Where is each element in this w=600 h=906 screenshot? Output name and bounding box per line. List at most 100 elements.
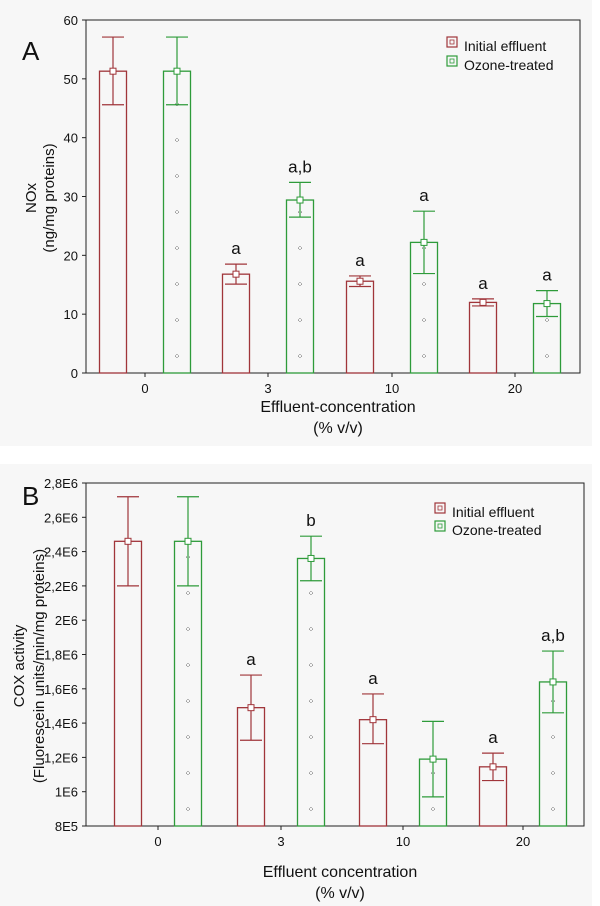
panel-b-bar-hatch: ⁘ [185, 625, 192, 634]
panel-b-mean-marker-ozone [307, 554, 315, 562]
panel-a-ytick-label: 20 [64, 248, 78, 263]
panel-b-bar-hatch: ⁘ [185, 769, 192, 778]
panel-b-mean-marker-ozone [429, 755, 437, 763]
panel-b-ytick-label: 2E6 [55, 613, 78, 628]
panel-a-label: A [22, 36, 40, 66]
panel-a-background [0, 0, 592, 446]
panel-a-legend-swatch-initial-dot [449, 39, 455, 45]
panel-b-bar-ozone [296, 557, 326, 827]
panel-a-mean-marker-ozone [543, 300, 551, 308]
panel-b-ytick-label: 1,2E6 [44, 750, 78, 765]
panel-b-ytick-label: 8E5 [55, 819, 78, 834]
panel-b-xlabel-line1: Effluent concentration [263, 864, 417, 881]
panel-a-xtick-label: 0 [141, 381, 148, 396]
panel-a-bar-hatch: ⁘ [174, 280, 181, 289]
panel-b-bar-hatch: ⁘ [185, 733, 192, 742]
panel-b-xtick-label: 20 [516, 834, 530, 849]
panel-b-ylabel-line1: COX activity [11, 624, 28, 707]
panel-b-bar-hatch: ⁘ [308, 805, 315, 814]
panel-a-bar-hatch: ⁘ [544, 352, 551, 361]
panel-b-xlabel-line2: (% v/v) [315, 885, 365, 902]
panel-a-mean-marker-ozone [296, 196, 304, 204]
panel-b-bar-hatch: ⁘ [430, 805, 437, 814]
panel-a-bar-hatch: ⁘ [421, 316, 428, 325]
panel-a-ytick-label: 0 [71, 366, 78, 381]
panel-b-bar-hatch: ⁘ [185, 805, 192, 814]
panel-b-xtick-label: 10 [396, 834, 410, 849]
panel-b-bar-hatch: ⁘ [308, 769, 315, 778]
panel-a-significance-label: a [231, 239, 241, 258]
panel-b-bar-hatch: ⁘ [185, 661, 192, 670]
panel-a-legend-ozone: Ozone-treated [464, 57, 554, 73]
panel-a-ylabel-line1: NOx [23, 183, 40, 214]
panel-b-significance-label: b [306, 511, 315, 530]
panel-a-ytick-label: 30 [64, 190, 78, 205]
panel-a-mean-marker-ozone [420, 238, 428, 246]
panel-a-xtick-label: 20 [508, 381, 522, 396]
panel-a-bar-hatch: ⁘ [297, 244, 304, 253]
panel-a-bar-hatch: ⁘ [174, 316, 181, 325]
panel-b-bar-hatch: ⁘ [550, 733, 557, 742]
panel-a-bar-hatch: ⁘ [421, 280, 428, 289]
panel-b-xtick-label: 3 [277, 834, 284, 849]
panel-a-legend-swatch-ozone [446, 55, 458, 67]
panel-b-bar-hatch: ⁘ [550, 805, 557, 814]
panel-b-ytick-label: 1E6 [55, 785, 78, 800]
panel-b-ytick-label: 2,6E6 [44, 510, 78, 525]
panel-b-bar-hatch: ⁘ [185, 697, 192, 706]
panel-b-significance-label: a [368, 669, 378, 688]
panel-a-bar-hatch: ⁘ [421, 352, 428, 361]
panel-a-ylabel-line2: (ng/mg proteins) [41, 143, 58, 252]
panel-a-legend-swatch-initial [446, 36, 458, 48]
panel-a-bar-hatch: ⁘ [297, 352, 304, 361]
panel-a-bar-hatch: ⁘ [174, 172, 181, 181]
panel-a-bar-initial [98, 70, 128, 374]
panel-b-legend-swatch-ozone-dot [437, 523, 443, 529]
panel-a-significance-label: a,b [288, 157, 312, 176]
panel-a-significance-label: a [542, 266, 552, 285]
panel-a-mean-marker-initial [479, 298, 487, 306]
panel-b-significance-label: a [488, 728, 498, 747]
panel-a-bar-hatch: ⁘ [174, 244, 181, 253]
panel-b-legend-swatch-ozone [434, 520, 446, 532]
panel-a-bar-initial [221, 273, 251, 374]
panel-b-mean-marker-initial [369, 716, 377, 724]
panel-a-significance-label: a [419, 186, 429, 205]
panel-b-label: B [22, 481, 39, 511]
panel-a-ytick-label: 40 [64, 131, 78, 146]
panel-a-xlabel-line2: (% v/v) [313, 420, 363, 437]
panel-a-significance-label: a [478, 274, 488, 293]
panel-b-mean-marker-initial [124, 537, 132, 545]
panel-b-legend-initial: Initial effluent [452, 504, 534, 520]
panel-b-mean-marker-initial [247, 704, 255, 712]
panel-b-ytick-label: 1,8E6 [44, 648, 78, 663]
panel-b-bar-hatch: ⁘ [308, 661, 315, 670]
panel-b-ytick-label: 1,6E6 [44, 682, 78, 697]
panel-a-ytick-label: 50 [64, 72, 78, 87]
panel-b-bar-hatch: ⁘ [308, 625, 315, 634]
panel-a-bar-initial [345, 280, 375, 374]
panel-a-legend-initial: Initial effluent [464, 38, 546, 54]
panel-b-ylabel-line2: (Fluorescein units/min/mg proteins) [31, 549, 48, 783]
panel-a-bar-hatch: ⁘ [297, 280, 304, 289]
panel-a-bar-hatch: ⁘ [174, 136, 181, 145]
panel-a-significance-label: a [355, 251, 365, 270]
panel-a-xlabel-line1: Effluent-concentration [260, 399, 415, 416]
panel-a-bar-hatch: ⁘ [544, 316, 551, 325]
panel-a-mean-marker-ozone [173, 67, 181, 75]
panel-a-bar-hatch: ⁘ [297, 316, 304, 325]
panel-a-mean-marker-initial [232, 270, 240, 278]
panel-a-legend-swatch-ozone-dot [449, 58, 455, 64]
panel-b-background [0, 464, 592, 906]
panel-a-bar-initial [468, 301, 498, 374]
panel-b-significance-label: a,b [541, 626, 565, 645]
panel-a-xtick-label: 3 [264, 381, 271, 396]
panel-a-bar-hatch: ⁘ [174, 208, 181, 217]
panel-a-xtick-label: 10 [385, 381, 399, 396]
panel-b-ytick-label: 2,2E6 [44, 579, 78, 594]
panel-b-legend-swatch-initial [434, 502, 446, 514]
panel-b-ytick-label: 2,8E6 [44, 476, 78, 491]
panel-b-bar-hatch: ⁘ [185, 589, 192, 598]
panel-b-significance-label: a [246, 650, 256, 669]
